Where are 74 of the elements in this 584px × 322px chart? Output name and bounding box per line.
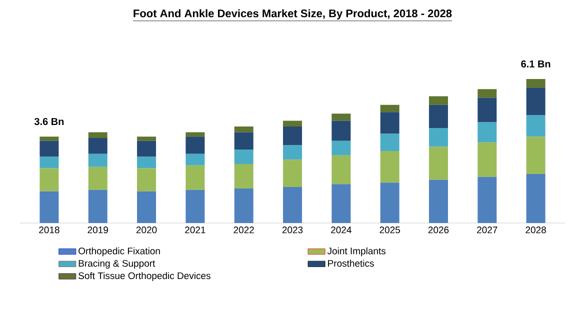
bar [283, 145, 302, 160]
bar [380, 134, 400, 152]
bar [186, 165, 205, 190]
bar [428, 128, 448, 147]
bar [526, 88, 546, 116]
legend-label: Joint Implants [327, 247, 386, 256]
bar [380, 151, 400, 183]
bar [40, 156, 59, 168]
bar [137, 140, 156, 157]
bar [478, 176, 497, 224]
bar [88, 166, 108, 190]
chart-title: Foot And Ankle Devices Market Size, By Product, 2018 - 2028 [134, 9, 452, 20]
bar [88, 190, 108, 224]
x-tick-label: 2018 [39, 226, 60, 234]
bar [234, 188, 254, 224]
bar [428, 146, 448, 180]
legend-label: Soft Tissue Orthopedic Devices [78, 272, 210, 281]
x-tick-label: 2019 [88, 226, 108, 234]
bar [40, 168, 59, 192]
bar [283, 126, 302, 146]
x-tick-label: 2027 [477, 226, 498, 234]
bar [40, 136, 59, 141]
bar [283, 160, 302, 187]
legend-label: Bracing & Support [78, 260, 156, 269]
x-tick-label: 2024 [331, 226, 352, 234]
bar [428, 180, 448, 224]
bar [186, 132, 205, 137]
x-tick-label: 2020 [136, 226, 157, 234]
bar [332, 120, 351, 141]
bar [137, 156, 156, 168]
bar [40, 140, 59, 157]
bar [428, 104, 448, 128]
bar [88, 138, 108, 154]
bar [380, 112, 400, 134]
bar [186, 190, 205, 224]
x-tick-label: 2022 [234, 226, 254, 234]
x-tick-label: 2026 [428, 226, 449, 234]
bar [137, 168, 156, 192]
bar [526, 174, 546, 224]
bar [478, 98, 497, 122]
bar [88, 132, 108, 138]
bar [137, 191, 156, 224]
bar [526, 115, 546, 137]
bar [88, 154, 108, 167]
bar [332, 155, 351, 184]
bar [283, 120, 302, 127]
bar [186, 154, 205, 166]
annotation: 6.1 Bn [521, 60, 550, 68]
bar [283, 187, 302, 224]
bar [478, 122, 497, 142]
bar [332, 184, 351, 224]
x-tick-label: 2025 [380, 226, 400, 234]
bar [186, 136, 205, 154]
bar [234, 126, 254, 132]
bar [478, 89, 497, 98]
annotation: 3.6 Bn [34, 118, 64, 126]
bar [332, 140, 351, 156]
x-tick-label: 2028 [526, 226, 546, 234]
legend-label: Orthopedic Fixation [78, 247, 160, 256]
bar [478, 142, 497, 177]
bar [526, 79, 546, 88]
bar [428, 96, 448, 105]
bar [332, 114, 351, 121]
x-tick-label: 2021 [185, 226, 206, 234]
bar [137, 136, 156, 141]
bar [380, 104, 400, 112]
bar [234, 132, 254, 150]
x-tick-label: 2023 [282, 226, 303, 234]
bar [380, 182, 400, 224]
legend-label: Prosthetics [328, 260, 374, 267]
bar [40, 191, 59, 224]
bar [526, 136, 546, 174]
bar [234, 164, 254, 188]
bar [234, 150, 254, 164]
